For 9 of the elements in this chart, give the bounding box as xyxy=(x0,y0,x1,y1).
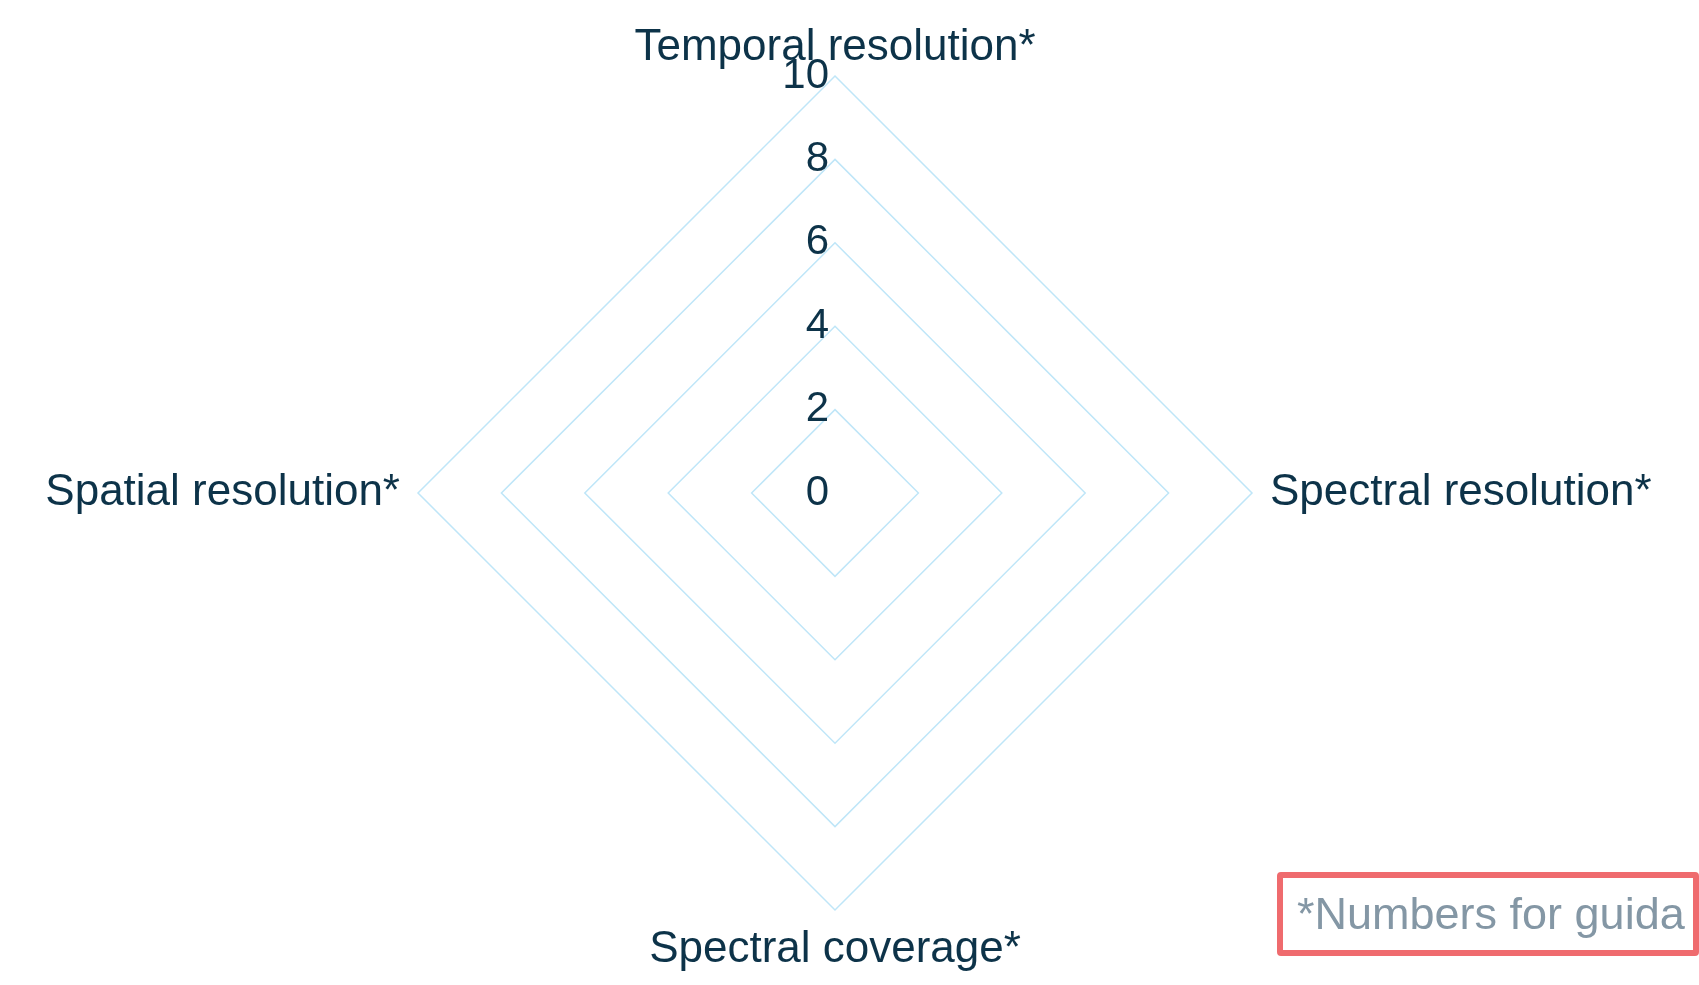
y-tick-label: 2 xyxy=(805,383,829,431)
spoke-label: Spatial resolution* xyxy=(45,465,400,515)
spoke-label: Spectral coverage* xyxy=(649,922,1021,972)
y-tick-label: 8 xyxy=(805,132,829,180)
spoke-label: Spectral resolution* xyxy=(1270,465,1652,515)
y-tick-label: 0 xyxy=(805,466,829,514)
y-tick-label: 4 xyxy=(805,299,829,347)
text: *Numbers for guida xyxy=(1277,872,1699,956)
y-tick-label: 6 xyxy=(805,216,829,264)
